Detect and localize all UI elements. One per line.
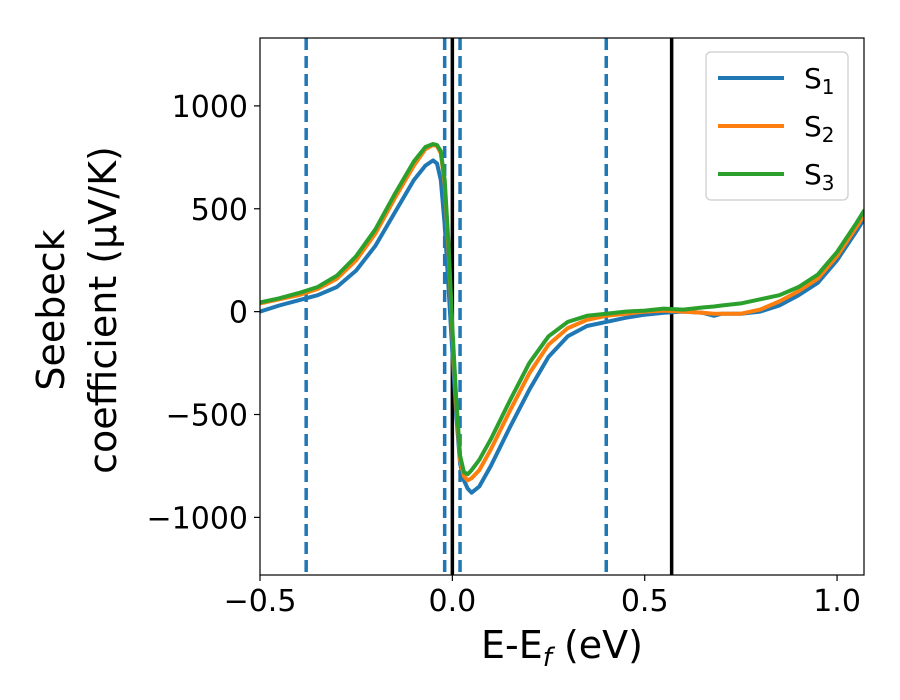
legend: S1 S2 S3 bbox=[705, 51, 849, 201]
series-line-S3 bbox=[260, 142, 864, 477]
x-axis-ticks: −0.5 0.0 0.5 1.0 bbox=[224, 575, 861, 619]
y-axis-ticks: −1000 −500 0 500 1000 bbox=[147, 90, 260, 536]
y-tick-label: 0 bbox=[229, 296, 248, 331]
x-tick-label: −0.5 bbox=[224, 584, 297, 619]
y-axis-label-line2: coefficient (μV/K) bbox=[81, 146, 125, 474]
y-axis-label-line1: Seebeck bbox=[29, 229, 73, 390]
y-tick-label: 1000 bbox=[172, 90, 248, 125]
plot-frame bbox=[259, 37, 865, 576]
x-axis-label-unit: (eV) bbox=[552, 623, 643, 667]
x-axis-label: E-Ef (eV) bbox=[481, 623, 643, 673]
x-tick-label: 0.0 bbox=[428, 584, 476, 619]
series-line-S2 bbox=[260, 143, 864, 483]
series-lines bbox=[260, 142, 864, 495]
legend-label-S3: S3 bbox=[804, 158, 835, 195]
legend-label-S1: S1 bbox=[804, 62, 835, 99]
x-tick-label: 1.0 bbox=[813, 584, 861, 619]
y-tick-label: 500 bbox=[191, 193, 248, 228]
y-tick-label: −500 bbox=[166, 399, 248, 434]
y-tick-label: −1000 bbox=[147, 501, 248, 536]
legend-label-S2: S2 bbox=[804, 110, 835, 147]
reference-lines bbox=[304, 38, 674, 575]
x-tick-label: 0.5 bbox=[621, 584, 669, 619]
